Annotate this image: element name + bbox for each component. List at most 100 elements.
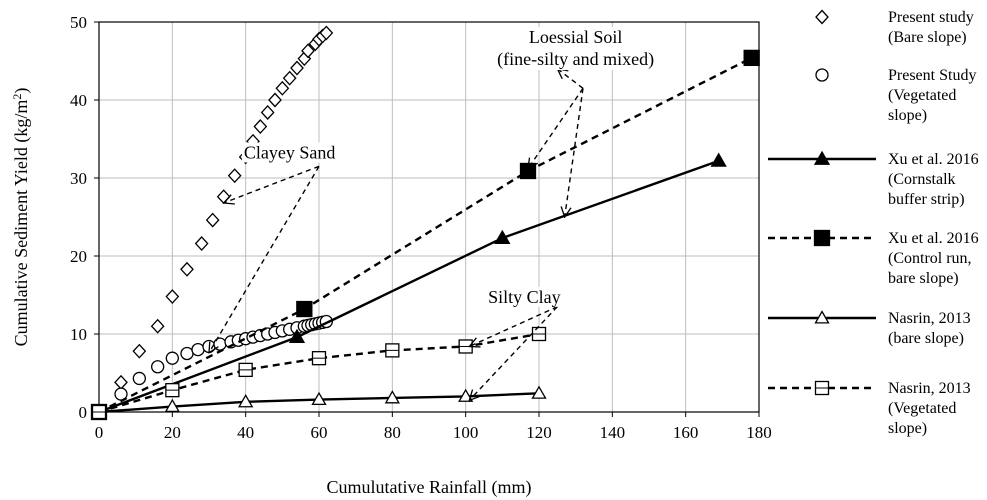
legend-line-text: (Cornstalk [888, 171, 956, 188]
square-marker [519, 162, 537, 180]
square-marker-box [743, 49, 760, 67]
square-marker [814, 380, 830, 396]
annotation-arrow [557, 69, 584, 89]
annotation-label: Clayey Sand [244, 143, 336, 163]
legend-line-text: slope) [888, 420, 927, 437]
circle-marker [151, 360, 165, 374]
legend-label: Present Study (Vegetated slope) [888, 67, 976, 124]
diamond-marker [114, 374, 128, 390]
triangle-marker [164, 398, 180, 413]
diamond-marker [260, 105, 275, 120]
legend-label: Present study (Bare slope) [888, 9, 974, 46]
legend-item-6: Nasrin, 2013 (Vegetated slope) [768, 380, 971, 437]
x-tick-label: 180 [746, 423, 772, 442]
x-tick-label: 20 [164, 423, 181, 442]
diamond-marker [216, 189, 231, 205]
legend-line-text: (Bare slope) [888, 29, 967, 46]
annotation-arrow [209, 165, 320, 352]
square-marker [743, 49, 760, 67]
legend-line-text: (Control run, [888, 250, 972, 267]
square-marker [813, 229, 831, 247]
annotation-3: Silty Clay [469, 286, 563, 401]
x-tick-label: 40 [237, 423, 254, 442]
series-4 [90, 49, 760, 421]
diamond-marker [227, 168, 242, 184]
series-line [98, 159, 720, 414]
square-marker [91, 404, 107, 420]
triangle-marker [288, 328, 306, 344]
y-tick-label: 0 [79, 403, 88, 422]
x-tick-label: 120 [526, 423, 552, 442]
square-marker-box [519, 162, 537, 180]
diamond-marker [301, 43, 315, 59]
y-tick-label: 30 [70, 169, 87, 188]
annotation-label-bg [495, 27, 657, 71]
circle-marker [180, 346, 194, 361]
y-tick-label: 20 [70, 247, 87, 266]
annotation-arrow [565, 88, 584, 217]
triangle-marker [531, 385, 547, 399]
triangle-marker [814, 310, 830, 324]
square-marker [385, 343, 400, 358]
x-tick-label: 100 [453, 423, 479, 442]
x-tick-label: 160 [673, 423, 699, 442]
data-series [90, 25, 760, 421]
diamond-marker [253, 119, 268, 134]
circle-marker [191, 342, 205, 357]
legend-line-text: Nasrin, 2013 [888, 310, 971, 327]
annotations: Clayey Sand Loessial Soil (fine-silty and … [209, 27, 657, 401]
square-marker [238, 362, 253, 378]
series-3 [90, 152, 727, 418]
x-tick-label: 80 [384, 423, 401, 442]
diamond-marker [194, 236, 209, 251]
square-marker-box [296, 300, 313, 318]
x-tick-label: 60 [311, 423, 328, 442]
legend-line-text: Present Study [888, 67, 976, 84]
annotation-line: Clayey Sand [244, 143, 336, 163]
legend-item-4: Xu et al. 2016 (Control run, bare slope) [768, 229, 979, 287]
annotation-1: Clayey Sand [209, 142, 338, 353]
circle-marker [165, 351, 179, 365]
diamond-marker [180, 261, 194, 277]
axis-ticks: 0 20 40 60 80 100 120 140 160 180 0 10 20 30 40 50 [70, 13, 772, 442]
square-marker [531, 326, 547, 342]
y-tick-label: 40 [70, 91, 87, 110]
legend-label: Xu et al. 2016 (Control run, bare slope) [888, 230, 979, 287]
series-1 [92, 25, 334, 420]
triangle-marker [311, 391, 327, 406]
annotation-label: Silty Clay [488, 287, 561, 307]
legend: Present study (Bare slope) Present Study (V… [768, 9, 979, 437]
x-tick-label: 0 [95, 423, 104, 442]
annotation-label: Loessial Soil (fine-silty and mixed) [497, 27, 654, 70]
legend-item-3: Xu et al. 2016 (Cornstalk buffer strip) [768, 150, 979, 208]
diamond-marker [319, 25, 334, 41]
diamond-marker [290, 60, 304, 76]
square-marker-box [813, 229, 831, 247]
annotation-line: Silty Clay [488, 287, 561, 307]
legend-line-text: Xu et al. 2016 [888, 230, 979, 247]
x-tick-label: 140 [600, 423, 626, 442]
series-line [98, 56, 753, 414]
y-tick-label: 10 [70, 325, 87, 344]
legend-line-text: (bare slope) [888, 330, 964, 347]
circle-marker [132, 371, 146, 386]
legend-label: Nasrin, 2013 (Vegetated slope) [888, 380, 971, 437]
annotation-arrow [528, 87, 584, 168]
diamond-marker [282, 70, 297, 86]
legend-line-text: Present study [888, 9, 974, 26]
diamond-marker [815, 9, 829, 25]
legend-label: Nasrin, 2013 (bare slope) [888, 310, 971, 347]
triangle-marker [813, 150, 831, 165]
triangle-marker [384, 390, 400, 404]
triangle-marker [238, 394, 254, 408]
diamond-marker [150, 318, 165, 334]
circle-marker [815, 68, 829, 82]
annotation-arrow [469, 306, 558, 347]
square-marker [165, 383, 180, 398]
annotation-arrow [469, 306, 558, 401]
x-axis-label: Cumulutative Rainfall (mm) [327, 477, 532, 498]
legend-item-1: Present study (Bare slope) [815, 9, 974, 46]
legend-line-text: (Vegetated [888, 400, 956, 417]
legend-line-text: buffer strip) [888, 191, 965, 208]
